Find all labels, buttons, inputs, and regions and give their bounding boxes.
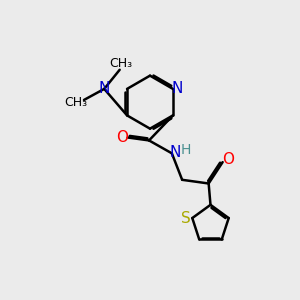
Text: N: N — [169, 145, 181, 160]
Text: N: N — [98, 81, 110, 96]
Text: CH₃: CH₃ — [109, 57, 132, 70]
Text: O: O — [222, 152, 234, 167]
Text: S: S — [181, 211, 190, 226]
Text: N: N — [172, 81, 183, 96]
Text: CH₃: CH₃ — [64, 96, 88, 110]
Text: O: O — [116, 130, 128, 145]
Text: H: H — [180, 143, 191, 158]
